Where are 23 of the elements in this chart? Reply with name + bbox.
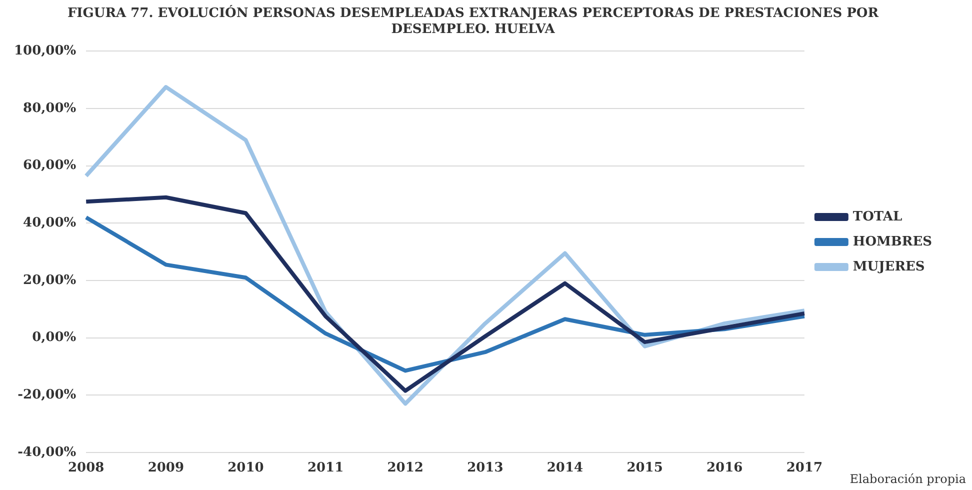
text: Elaboración propia (850, 472, 966, 486)
chart-title: FIGURA 77. EVOLUCIÓN PERSONAS DESEMPLEADAS EXTRANJERAS PERCEPTORAS DE PRESTACIONES POR DESEMPLEO. HUELVA (67, 4, 879, 37)
x-tick-label: 2016 (706, 460, 743, 476)
x-tick-label: 2008 (68, 460, 104, 476)
x-tick-label: 2015 (626, 460, 663, 476)
y-tick-label: 20,00% (23, 272, 77, 288)
y-tick-label: 60,00% (23, 158, 77, 174)
y-tick-label: 40,00% (23, 216, 77, 231)
y-tick-label: 80,00% (23, 100, 77, 116)
legend-label: MUJERES (852, 259, 925, 274)
x-tick-label: 2011 (307, 460, 344, 476)
legend-label: TOTAL (852, 209, 902, 224)
y-tick-label: 0,00% (32, 330, 77, 346)
x-tick-label: 2009 (148, 460, 184, 476)
x-tick-label: 2017 (786, 460, 823, 476)
y-tick-label: -40,00% (18, 444, 77, 460)
x-tick-label: 2014 (546, 460, 584, 476)
y-tick-label: 100,00% (14, 44, 77, 59)
x-tick-label: 2010 (228, 460, 264, 476)
legend-label: HOMBRES (852, 234, 932, 250)
y-tick-label: -20,00% (18, 387, 77, 402)
x-tick-label: 2013 (467, 460, 504, 476)
x-tick-label: 2012 (387, 460, 424, 476)
